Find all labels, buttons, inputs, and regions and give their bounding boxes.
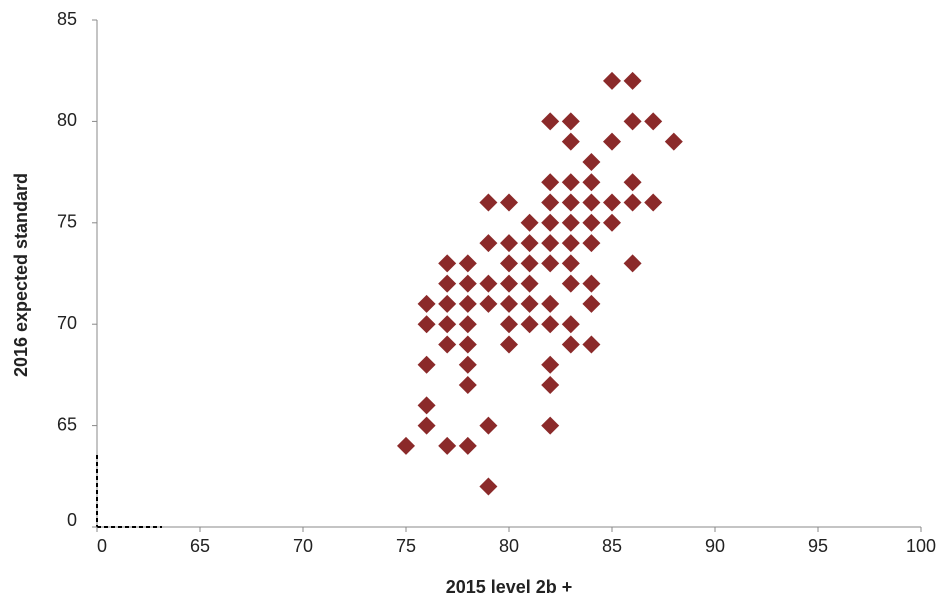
scatter-point <box>561 193 580 212</box>
scatter-point <box>500 234 518 253</box>
x-tick-label: 90 <box>705 536 725 556</box>
scatter-point <box>438 436 457 455</box>
scatter-point <box>479 274 498 293</box>
scatter-point <box>520 274 539 293</box>
scatter-point <box>397 436 415 455</box>
scatter-point <box>458 294 477 313</box>
scatter-point <box>664 132 683 151</box>
scatter-point <box>582 294 601 313</box>
scatter-point <box>582 173 601 192</box>
scatter-point <box>603 71 621 90</box>
scatter-point <box>417 315 436 334</box>
scatter-point <box>582 193 601 212</box>
scatter-point <box>541 254 560 273</box>
y-tick-label: 65 <box>57 414 77 434</box>
scatter-point <box>417 355 436 374</box>
scatter-point <box>561 132 580 151</box>
scatter-point <box>561 335 580 354</box>
scatter-point <box>438 274 457 293</box>
scatter-point <box>541 294 560 313</box>
scatter-point <box>500 294 518 313</box>
scatter-point <box>582 234 601 253</box>
scatter-point <box>417 416 436 435</box>
scatter-point <box>438 254 457 273</box>
scatter-point <box>417 396 436 415</box>
y-tick-label: 70 <box>57 313 77 333</box>
scatter-point <box>582 213 601 232</box>
scatter-point <box>623 193 642 212</box>
scatter-point <box>520 234 539 253</box>
scatter-point <box>561 274 580 293</box>
scatter-point <box>582 274 601 293</box>
y-tick-label: 80 <box>57 110 77 130</box>
scatter-point <box>438 294 457 313</box>
scatter-point <box>623 254 642 273</box>
x-tick-label: 95 <box>808 536 828 556</box>
x-tick-label: 75 <box>396 536 416 556</box>
y-tick-label: 0 <box>67 510 77 530</box>
y-tick-label: 85 <box>57 9 77 29</box>
scatter-point <box>561 112 580 131</box>
scatter-point <box>561 213 580 232</box>
scatter-point <box>623 71 642 90</box>
x-tick-label: 85 <box>602 536 622 556</box>
x-tick-label: 70 <box>293 536 313 556</box>
scatter-point <box>458 376 477 395</box>
scatter-point <box>541 173 560 192</box>
scatter-point <box>500 193 518 212</box>
scatter-point <box>603 213 621 232</box>
scatter-point <box>458 335 477 354</box>
scatter-point <box>541 416 560 435</box>
scatter-point <box>541 234 560 253</box>
x-tick-label: 65 <box>190 536 210 556</box>
scatter-point <box>458 315 477 334</box>
scatter-point <box>458 254 477 273</box>
scatter-point <box>479 477 498 496</box>
x-tick-label: 100 <box>906 536 936 556</box>
scatter-point <box>582 152 601 171</box>
scatter-point <box>520 294 539 313</box>
scatter-point <box>561 315 580 334</box>
scatter-point <box>479 234 498 253</box>
scatter-point <box>582 335 601 354</box>
y-tick-label: 75 <box>57 212 77 232</box>
scatter-point <box>541 315 560 334</box>
scatter-point <box>623 112 642 131</box>
scatter-point <box>500 274 518 293</box>
scatter-point <box>500 335 518 354</box>
scatter-point <box>541 112 560 131</box>
scatter-point <box>458 355 477 374</box>
scatter-point <box>561 173 580 192</box>
scatter-point <box>479 294 498 313</box>
scatter-point <box>479 193 498 212</box>
scatter-point <box>520 315 539 334</box>
scatter-point <box>458 274 477 293</box>
scatter-point <box>438 315 457 334</box>
scatter-point <box>500 315 518 334</box>
scatter-point <box>520 254 539 273</box>
scatter-point <box>623 173 642 192</box>
scatter-point <box>479 416 498 435</box>
scatter-point <box>603 193 621 212</box>
scatter-point <box>541 355 560 374</box>
scatter-point <box>644 193 663 212</box>
scatter-point <box>438 335 457 354</box>
scatter-point <box>520 213 539 232</box>
scatter-point <box>541 213 560 232</box>
scatter-point <box>541 193 560 212</box>
scatter-point <box>644 112 663 131</box>
x-axis-title: 2015 level 2b + <box>446 577 573 597</box>
scatter-point <box>561 234 580 253</box>
scatter-point <box>541 376 560 395</box>
scatter-point <box>417 294 436 313</box>
scatter-point <box>458 436 477 455</box>
scatter-point <box>603 132 621 151</box>
x-tick-label: 80 <box>499 536 519 556</box>
y-axis-title: 2016 expected standard <box>11 173 31 377</box>
scatter-point <box>561 254 580 273</box>
scatter-point <box>500 254 518 273</box>
x-tick-label: 0 <box>97 536 107 556</box>
